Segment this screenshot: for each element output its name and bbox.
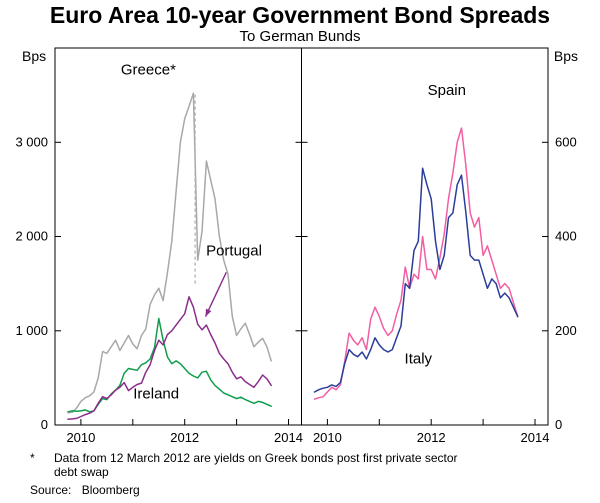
series-line-spain bbox=[313, 127, 519, 400]
y-tick-label: 600 bbox=[555, 134, 577, 149]
series-line-italy bbox=[313, 167, 519, 393]
series-line-portugal bbox=[67, 296, 272, 421]
annotation-arrowhead bbox=[205, 308, 212, 317]
footnote-text: Data from 12 March 2012 are yields on Gr… bbox=[54, 451, 458, 479]
chart-canvas: 2010 2012 2014 0 1 000 2 000 3 000 Greece* Portu… bbox=[15, 47, 578, 445]
right-axis-unit: Bps bbox=[554, 48, 578, 64]
x-tick-label: 2014 bbox=[274, 430, 303, 445]
source-line: Source: Bloomberg bbox=[0, 483, 600, 497]
chart-title: Euro Area 10-year Government Bond Spread… bbox=[49, 2, 551, 28]
y-tick-label: 400 bbox=[555, 229, 577, 244]
x-tick-label: 2014 bbox=[521, 430, 550, 445]
source-text: Bloomberg bbox=[81, 483, 140, 497]
y-tick-label: 0 bbox=[41, 417, 48, 432]
series-label-greece: Greece* bbox=[121, 61, 176, 78]
chart-subtitle: To German Bunds bbox=[239, 28, 361, 45]
y-tick-label: 1 000 bbox=[15, 323, 48, 338]
series-label-portugal: Portugal bbox=[206, 242, 262, 259]
x-tick-label: 2010 bbox=[313, 430, 342, 445]
y-tick-label: 2 000 bbox=[15, 229, 48, 244]
left-axis-unit: Bps bbox=[22, 48, 46, 64]
footnote: * Data from 12 March 2012 are yields on … bbox=[0, 451, 600, 479]
y-tick-label: 0 bbox=[555, 417, 562, 432]
annotation-arrow bbox=[204, 272, 227, 317]
y-tick-label: 200 bbox=[555, 323, 577, 338]
series-label-spain: Spain bbox=[428, 82, 466, 99]
y-tick-label: 3 000 bbox=[15, 134, 48, 149]
series-line-greece bbox=[67, 92, 272, 414]
x-tick-label: 2012 bbox=[170, 430, 199, 445]
series-line-ireland bbox=[67, 317, 272, 413]
x-tick-label: 2010 bbox=[66, 430, 95, 445]
footnote-marker: * bbox=[30, 451, 35, 465]
series-label-italy: Italy bbox=[405, 351, 433, 368]
series-label-ireland: Ireland bbox=[133, 386, 179, 403]
x-tick-label: 2012 bbox=[417, 430, 446, 445]
source-label: Source: bbox=[30, 483, 72, 497]
